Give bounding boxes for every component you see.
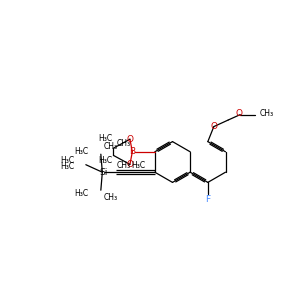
Text: CH₃: CH₃: [116, 161, 130, 170]
Text: CH₃: CH₃: [116, 139, 130, 148]
Text: H₃C: H₃C: [75, 189, 89, 198]
Text: H₃C: H₃C: [98, 134, 112, 143]
Text: H₃C: H₃C: [98, 156, 112, 165]
Text: Si: Si: [100, 168, 108, 177]
Text: CH₃: CH₃: [260, 109, 274, 118]
Text: H₃C: H₃C: [60, 162, 74, 171]
Text: CH₃: CH₃: [103, 142, 117, 151]
Text: O: O: [126, 135, 134, 144]
Text: O: O: [235, 109, 242, 118]
Text: O: O: [126, 160, 134, 169]
Text: H₃C: H₃C: [131, 161, 146, 170]
Text: F: F: [205, 195, 210, 204]
Text: H₃C: H₃C: [75, 147, 89, 156]
Text: B: B: [129, 147, 135, 156]
Text: O: O: [210, 122, 217, 131]
Text: H₃C: H₃C: [60, 156, 74, 165]
Text: CH₃: CH₃: [103, 193, 117, 202]
